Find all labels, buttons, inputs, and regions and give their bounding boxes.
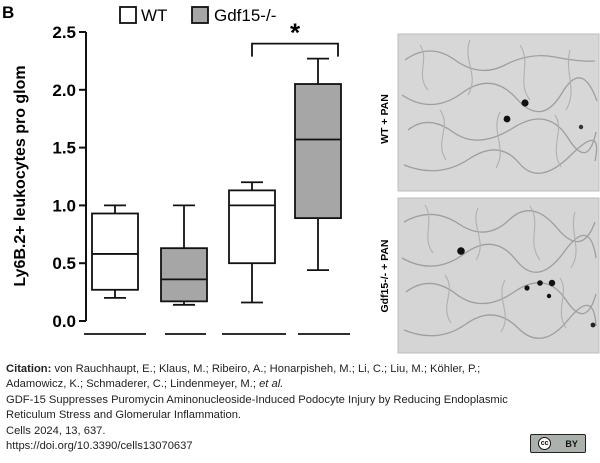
citation-authors-2: Adamowicz, K.; Schmaderer, C.; Lindenmey… [6, 378, 260, 391]
y-tick-label: 2.0 [52, 81, 76, 100]
citation-etal: et al. [259, 378, 284, 391]
citation-block: Citation: von Rauchhaupt, E.; Klaus, M.;… [6, 362, 526, 454]
cc-by-license-badge[interactable]: cc BY [530, 434, 586, 453]
citation-title-1: GDF-15 Suppresses Puromycin Aminonucleos… [6, 393, 508, 406]
citation-doi-link[interactable]: https://doi.org/10.3390/cells13070637 [6, 440, 193, 453]
legend-swatch-gdf15 [191, 6, 209, 24]
y-tick-label: 1.0 [52, 196, 76, 215]
citation-authors-1: von Rauchhaupt, E.; Klaus, M.; Ribeiro, … [51, 363, 481, 375]
micrograph-bottom [397, 197, 600, 354]
legend: WT Gdf15-/- [119, 6, 276, 25]
by-label: BY [565, 438, 578, 449]
y-tick-label: 2.5 [52, 23, 76, 42]
citation-authors-line-2: Adamowicz, K.; Schmaderer, C.; Lindenmey… [6, 377, 526, 392]
legend-label-wt: WT [141, 6, 167, 25]
legend-label-gdf15: Gdf15-/- [214, 6, 276, 25]
figure-panel: B WT Gdf15-/- Ly6B.2+ leukocytes pro glo… [2, 3, 600, 354]
citation-title-2: Reticulum Stress and Glomerular Inflamma… [6, 409, 242, 422]
citation-journal: Cells 2024, 13, 637. [6, 424, 106, 437]
y-tick-label: 0.0 [52, 312, 76, 331]
legend-swatch-wt [119, 6, 137, 24]
box-iqr [228, 189, 276, 265]
significance-star: * [290, 18, 301, 48]
citation-authors-line-1: Citation: von Rauchhaupt, E.; Klaus, M.;… [6, 362, 526, 377]
y-tick-label: 1.5 [52, 139, 76, 158]
cc-icon: cc [538, 437, 552, 450]
panel-letter: B [2, 3, 14, 22]
box-iqr [91, 212, 139, 291]
box-iqr [160, 247, 208, 303]
micrograph-label-wt-pan: WT + PAN [379, 94, 391, 144]
y-tick-label: 0.5 [52, 254, 76, 273]
box-iqr [294, 83, 342, 220]
significance-bracket [251, 42, 339, 57]
plot-area: 0.0 0.5 1.0 1.5 2.0 2.5 * [52, 18, 350, 335]
y-axis-title: Ly6B.2+ leukocytes pro glom [12, 65, 29, 286]
micrograph-top [397, 33, 600, 192]
citation-label: Citation: [6, 363, 52, 375]
micrograph-label-gdf15-pan: Gdf15-/- + PAN [379, 239, 391, 312]
